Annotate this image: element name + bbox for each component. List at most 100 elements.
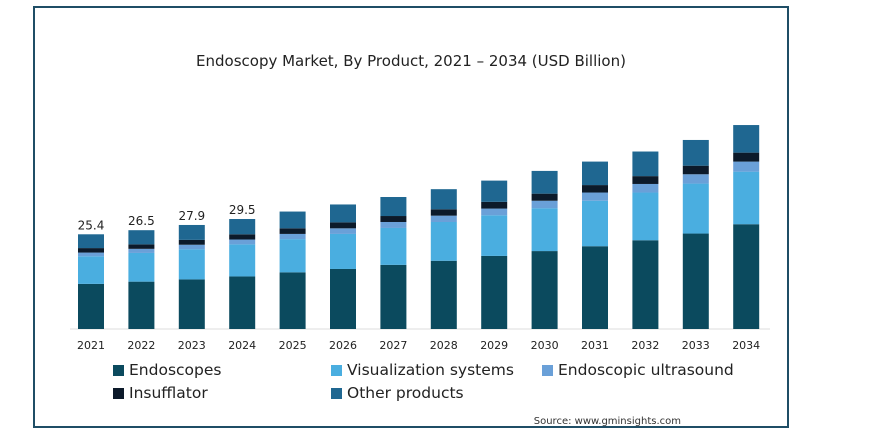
bar-2032-series-2 [632, 183, 659, 193]
bar-2029-series-1 [481, 215, 508, 256]
bar-2030-series-2 [531, 200, 558, 209]
bar-2029-series-2 [481, 208, 508, 216]
x-tick-label-2021: 2021 [77, 339, 105, 352]
bar-2031-series-0 [582, 246, 608, 329]
bar-group [78, 125, 760, 329]
bar-2021-series-2 [78, 252, 104, 257]
x-tick-label-2025: 2025 [279, 339, 307, 352]
x-tick-label-2023: 2023 [178, 339, 206, 352]
bar-2028-series-3 [430, 209, 457, 216]
bar-2025-series-1 [279, 239, 306, 273]
legend-item-insufflator[interactable]: Insufflator [113, 384, 208, 402]
bar-2027-series-2 [380, 221, 407, 228]
bar-2022-series-3 [128, 244, 155, 249]
bar-2031-series-1 [582, 200, 608, 247]
bar-2031-series-4 [582, 161, 608, 186]
x-tick-label-2024: 2024 [228, 339, 256, 352]
bar-2030-series-0 [531, 251, 558, 329]
bar-2030-series-1 [531, 208, 558, 252]
x-tick-label-2028: 2028 [430, 339, 458, 352]
bar-2032-series-3 [632, 176, 659, 184]
bar-2023-series-4 [178, 224, 205, 240]
chart-plot: 25.4 26.5 27.9 29.5 2021 2022 2023 2024 2025 202… [70, 125, 770, 352]
bar-2025-series-2 [279, 233, 306, 240]
bar-2032-series-1 [632, 192, 659, 241]
bar-2029-series-0 [481, 255, 508, 329]
bar-2024-series-3 [229, 234, 256, 240]
bar-2030-series-3 [531, 193, 558, 201]
bar-2026-series-0 [330, 268, 356, 329]
bar-2024-series-2 [229, 239, 256, 245]
legend-swatch [113, 387, 124, 399]
bar-2032-series-4 [632, 151, 659, 177]
legend-label: Visualization systems [347, 361, 514, 379]
bar-2028-series-4 [430, 189, 457, 210]
bar-2022-series-4 [128, 230, 155, 245]
bar-2033-series-2 [682, 174, 709, 184]
bar-2022-series-0 [128, 281, 155, 329]
bar-2032-series-0 [632, 240, 659, 329]
x-tick-label-2034: 2034 [732, 339, 760, 352]
bar-2026-series-1 [330, 233, 356, 269]
bar-2034-series-4 [733, 125, 760, 153]
bar-2026-series-4 [330, 204, 356, 223]
legend-label: Endoscopic ultrasound [558, 361, 734, 379]
legend-swatch [331, 364, 342, 376]
legend-swatch [542, 364, 553, 376]
bar-2033-series-3 [682, 165, 709, 175]
bar-2027-series-3 [380, 216, 407, 222]
bar-2034-series-1 [733, 171, 760, 225]
bar-2027-series-1 [380, 227, 407, 265]
x-tick-label-2029: 2029 [480, 339, 508, 352]
legend-swatch [113, 364, 124, 376]
bar-2026-series-3 [330, 222, 356, 229]
bar-2021-series-3 [78, 248, 104, 253]
bar-2034-series-2 [733, 161, 760, 172]
x-tick-label-2032: 2032 [631, 339, 659, 352]
bar-2028-series-2 [430, 215, 457, 222]
bar-2033-series-1 [682, 183, 709, 234]
source-note: Source: www.gminsights.com [533, 416, 681, 427]
legend-item-other-products[interactable]: Other products [331, 384, 464, 402]
x-tick-label-2033: 2033 [682, 339, 710, 352]
bar-2021-series-1 [78, 256, 104, 284]
bar-2029-series-3 [481, 201, 508, 209]
bar-2023-series-0 [178, 279, 205, 329]
bar-2024-series-1 [229, 244, 256, 277]
bar-2025-series-3 [279, 228, 306, 234]
total-label-2024: 29.5 [229, 203, 256, 217]
x-tick-group: 2021 2022 2023 2024 2025 2026 2027 2028 2029 2030… [77, 339, 760, 352]
total-label-2022: 26.5 [128, 214, 155, 228]
legend-label: Endoscopes [129, 361, 222, 379]
bar-2025-series-0 [279, 272, 306, 329]
bar-2024-series-4 [229, 219, 256, 235]
legend-item-endoscopes[interactable]: Endoscopes [113, 361, 221, 379]
bar-2027-series-4 [380, 197, 407, 217]
bar-2023-series-2 [178, 244, 205, 250]
legend-item-endoscopic-ultrasound[interactable]: Endoscopic ultrasound [542, 361, 734, 379]
bar-2031-series-3 [582, 185, 608, 193]
chart-title: Endoscopy Market, By Product, 2021 – 203… [196, 52, 626, 70]
total-label-group: 25.4 26.5 27.9 29.5 [78, 203, 256, 232]
bar-2027-series-0 [380, 264, 407, 329]
bar-2034-series-3 [733, 152, 760, 162]
bar-2025-series-4 [279, 211, 306, 229]
bar-2026-series-2 [330, 228, 356, 234]
legend-item-visualization-systems[interactable]: Visualization systems [331, 361, 514, 379]
bar-2029-series-4 [481, 180, 508, 202]
bar-2022-series-1 [128, 252, 155, 282]
bar-2030-series-4 [531, 170, 558, 194]
legend-label: Insufflator [129, 384, 208, 402]
bar-2021-series-4 [78, 234, 104, 249]
total-label-2021: 25.4 [78, 218, 105, 232]
bar-2023-series-3 [178, 239, 205, 245]
bar-2034-series-0 [733, 224, 760, 329]
bar-2028-series-1 [430, 221, 457, 261]
chart-frame: Endoscopy Market, By Product, 2021 – 203… [33, 6, 789, 428]
bar-2023-series-1 [178, 249, 205, 280]
x-tick-label-2026: 2026 [329, 339, 357, 352]
bar-2021-series-0 [78, 283, 104, 329]
bar-2033-series-0 [682, 233, 709, 329]
legend-label: Other products [347, 384, 464, 402]
bar-2024-series-0 [229, 276, 256, 329]
